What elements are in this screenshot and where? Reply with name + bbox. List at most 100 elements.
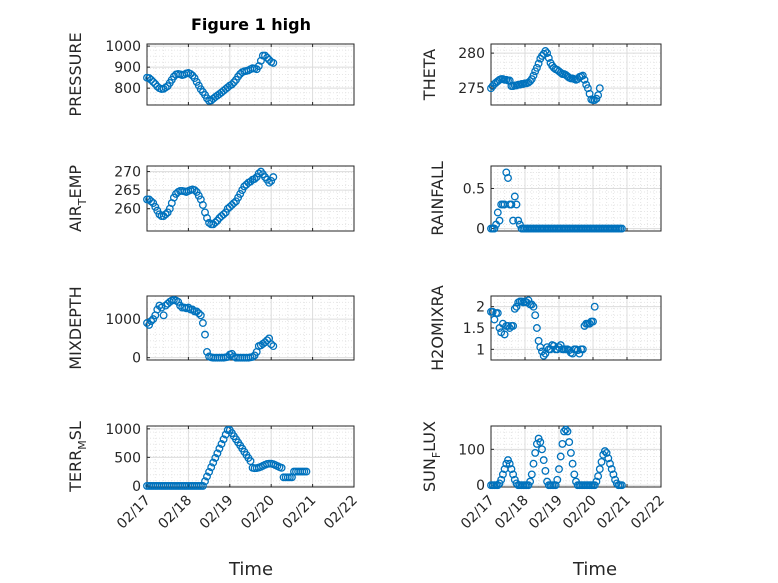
data-point [236,189,245,198]
y-tick-label: 500 [114,450,141,466]
y-tick-label: 1000 [105,312,141,328]
x-tick-label: 02/22 [628,493,668,533]
x-tick-label: 02/17 [458,493,498,533]
data-point [217,440,226,448]
data-point [192,307,201,316]
data-point [209,458,218,467]
data-point [505,459,514,468]
data-point [500,330,509,339]
data-point [186,69,195,78]
x-tick-label: 02/20 [560,493,600,533]
data-point [509,321,518,330]
data-point [527,470,536,479]
data-point [570,470,579,479]
data-point [149,315,158,324]
data-point [617,224,626,233]
data-point [568,459,577,468]
data-point [532,63,541,72]
panel-h2omixra: 1 1.5 2 H2OMIXRA [428,285,662,371]
data-point [617,481,626,490]
x-tick-label: 02/21 [594,493,634,533]
data-point [602,448,611,457]
data-point [527,300,536,309]
data-point [566,448,575,457]
x-tick-label: 02/21 [280,493,320,533]
y-axis-label: THETA [420,49,439,101]
data-point [246,457,255,466]
data-point [594,472,603,481]
data-point [250,175,259,183]
x-axis-label-right: Time [572,559,617,580]
data-point [256,56,265,65]
data-point [184,303,193,312]
y-tick-label: 1000 [105,422,141,438]
data-point [227,80,236,89]
y-tick-label: 0 [476,478,485,494]
data-point [595,84,604,93]
data-point [211,453,220,462]
y-tick-label: 1000 [105,39,141,55]
data-point [495,216,504,225]
data-point [219,210,228,219]
data-point [539,456,548,465]
data-point [589,317,597,326]
data-point [159,311,168,320]
data-point [580,75,589,84]
data-point [267,340,276,349]
axes-box [146,43,355,106]
data-point [248,352,257,361]
data-point [556,452,565,461]
y-axis-label: H2OMIXRA [428,285,447,371]
data-point [201,330,209,339]
data-point [269,342,278,351]
x-tick-label: 02/19 [197,493,237,533]
panel-theta: 275 280 THETA [420,43,662,106]
panel-sun_flux: 0 100 SUNFLUX 02/1702/1802/1902/2002/2102/2… [420,421,668,532]
data-point [578,345,587,354]
data-point [544,54,553,62]
data-point [219,435,228,444]
x-tick-label: 02/18 [492,493,532,533]
data-point [145,320,154,329]
data-point [531,311,540,320]
data-point [604,454,613,463]
data-point [509,470,518,479]
data-point [149,77,158,86]
data-point [498,470,507,479]
data-point [597,457,606,466]
data-point [211,218,220,227]
data-point [143,319,151,327]
data-point [267,176,276,185]
data-point [553,475,562,484]
data-point [263,53,272,62]
data-point [265,178,274,187]
x-tick-label: 02/20 [238,493,278,533]
data-point [529,302,538,311]
y-axis-label: AIRTEMP [66,165,89,232]
data-point [196,311,205,320]
axes-box [146,165,355,232]
data-point [510,304,519,313]
data-point [529,71,538,80]
data-point [510,192,519,201]
data-point [493,481,502,490]
data-point [565,438,574,447]
axes-box [146,425,355,488]
data-point [529,459,538,468]
axes-box [490,43,662,106]
y-tick-label: 1.5 [463,321,485,337]
data-point [207,463,216,472]
data-point [560,427,569,436]
data-point [532,324,541,332]
data-point [600,447,609,456]
data-point [203,472,211,481]
panel-mixdepth: 0 1000 MIXDEPTH [66,286,355,370]
y-tick-label: 0 [132,479,141,495]
data-point [526,77,535,86]
data-point [595,465,604,474]
data-point [490,224,499,233]
data-point [213,449,222,458]
data-point [153,305,162,314]
data-point [606,459,614,468]
